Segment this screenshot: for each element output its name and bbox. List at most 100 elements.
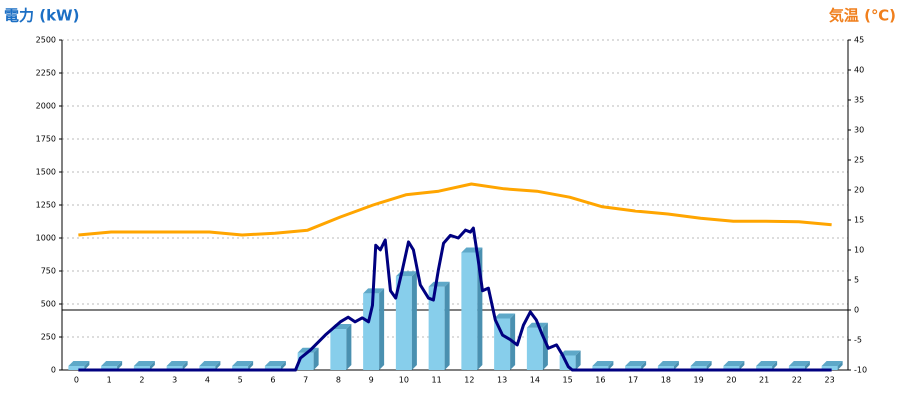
bar-face [232,366,249,370]
bar-face [215,361,221,370]
y-tick-label: 2500 [36,36,56,45]
bar-face [723,361,745,366]
bar-face [264,366,281,370]
y2-tick-label: 30 [854,126,864,135]
bar [625,361,647,370]
bar-face [542,322,548,370]
x-tick-label: 3 [172,376,177,385]
x-tick-label: 23 [825,376,835,385]
y-tick-label: 1750 [36,135,56,144]
bar-face [657,366,674,370]
bar-face [166,366,183,370]
bar-face [657,361,679,366]
bar [199,361,221,370]
x-tick-label: 13 [497,376,507,385]
x-tick-label: 6 [270,376,275,385]
bar-face [232,361,254,366]
bar [756,361,778,370]
y2-tick-label: 0 [854,306,859,315]
x-tick-label: 10 [399,376,409,385]
y2-tick-label: 35 [854,96,864,105]
bar-face [788,366,805,370]
bar-face [330,329,347,370]
bar-face [723,366,740,370]
x-tick-label: 18 [661,376,671,385]
bar-face [379,288,385,370]
bar-face [461,252,478,370]
bar [68,361,90,370]
y2-tick-label: 10 [854,246,864,255]
bar-face [199,366,216,370]
bar-face [837,361,843,370]
bar [101,361,123,370]
x-tick-label: 0 [74,376,79,385]
x-tick-label: 4 [205,376,210,385]
x-tick-label: 15 [563,376,573,385]
bar-face [117,361,123,370]
x-tick-label: 2 [139,376,144,385]
x-tick-label: 21 [759,376,769,385]
bar-face [608,361,614,370]
bar-face [395,276,412,370]
y2-tick-label: 25 [854,156,864,165]
y-tick-label: 750 [41,267,56,276]
bar [133,361,155,370]
y-tick-label: 1000 [36,234,56,243]
y-tick-label: 2250 [36,69,56,78]
bar-face [494,318,511,370]
bar [788,361,810,370]
x-tick-label: 19 [694,376,704,385]
bar-face [821,366,838,370]
bar [821,361,843,370]
y2-tick-label: 20 [854,186,864,195]
bar-face [772,361,778,370]
bar-face [313,347,319,370]
bar-face [821,361,843,366]
bar-face [133,366,150,370]
y2-tick-label: 40 [854,66,864,75]
bar-face [690,361,712,366]
x-tick-label: 9 [369,376,374,385]
bar-face [804,361,810,370]
bar-face [182,361,188,370]
bar-face [526,327,543,370]
y2-tick-label: 15 [854,216,864,225]
bar-face [739,361,745,370]
bar-face [575,350,581,370]
bar-face [133,361,155,366]
bar [592,361,614,370]
bar-face [592,366,609,370]
x-tick-label: 20 [726,376,736,385]
bar-face [428,281,450,287]
y2-tick-label: -5 [854,336,862,345]
x-tick-label: 7 [303,376,308,385]
x-tick-label: 12 [464,376,474,385]
y-tick-label: 0 [51,366,56,375]
y-tick-label: 250 [41,333,56,342]
bar-face [68,361,90,366]
bar-face [264,361,286,366]
bar-face [625,361,647,366]
x-tick-label: 22 [792,376,802,385]
bar-face [706,361,712,370]
y-tick-label: 1500 [36,168,56,177]
y-tick-label: 1250 [36,201,56,210]
bar [657,361,679,370]
bar [494,313,516,370]
bar-face [280,361,286,370]
y2-tick-label: -10 [854,366,867,375]
bar-face [494,313,516,319]
bar-face [592,361,614,366]
y2-axis-title: 気温 (℃) [829,7,896,25]
bar-face [756,366,773,370]
bar [526,322,548,370]
bar-face [68,366,85,370]
bar [330,324,352,370]
bar-face [788,361,810,366]
bar-face [166,361,188,366]
y2-tick-label: 45 [854,36,864,45]
bar [232,361,254,370]
x-tick-label: 8 [336,376,341,385]
bar-face [625,366,642,370]
bar [428,281,450,370]
